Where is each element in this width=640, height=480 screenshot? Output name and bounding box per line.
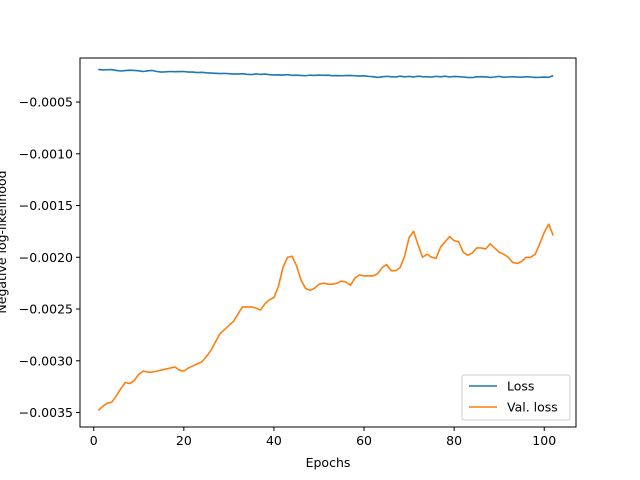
x-tick-label: 60 [356, 433, 372, 448]
plot-frame [79, 57, 577, 428]
x-axis-ticks: 0 20 40 60 80 100 [90, 427, 556, 448]
y-axis-ticks: −0.0035 −0.0030 −0.0025 −0.0020 −0.0015 −0.00… [19, 95, 80, 420]
series-layer [97, 68, 554, 412]
legend: Loss Val. loss [461, 374, 571, 421]
series-line-1 [97, 223, 554, 412]
x-tick-label: 0 [90, 433, 98, 448]
y-tick-label: −0.0005 [19, 95, 73, 110]
plot-area [79, 57, 577, 428]
y-tick-label: −0.0025 [19, 302, 73, 317]
x-axis-label: Epochs [306, 455, 351, 470]
x-tick-label: 80 [446, 433, 462, 448]
x-tick-label: 100 [532, 433, 556, 448]
y-tick-label: −0.0030 [19, 353, 73, 368]
y-axis-label: Negative log-likelihood [0, 170, 9, 313]
y-tick-label: −0.0020 [19, 250, 73, 265]
y-tick-label: −0.0010 [19, 146, 73, 161]
y-tick-label: −0.0015 [19, 198, 73, 213]
y-tick-label: −0.0035 [19, 405, 73, 420]
legend-label-val-loss: Val. loss [507, 400, 558, 415]
series-line-0 [98, 68, 554, 79]
legend-label-loss: Loss [507, 379, 534, 394]
x-tick-label: 20 [176, 433, 192, 448]
x-tick-label: 40 [266, 433, 282, 448]
